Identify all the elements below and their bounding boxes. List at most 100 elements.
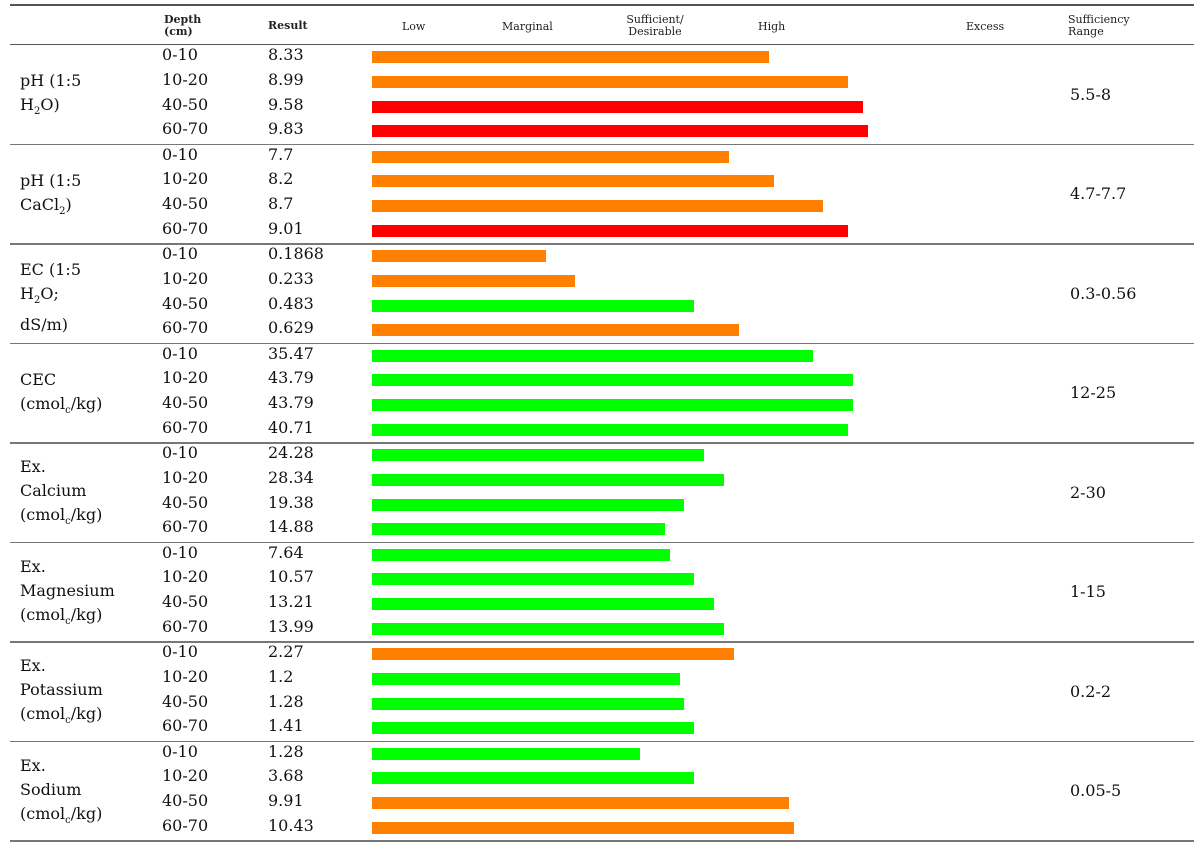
result-value: 8.2 [268,169,294,189]
result-bar [372,324,739,337]
result-value: 1.41 [268,716,304,736]
data-row: 0-10 0.1868 [0,244,1200,269]
header-high: High [758,20,786,33]
result-bar [372,622,724,635]
result-value: 0.629 [268,318,314,338]
result-bar [372,175,774,188]
depth-value: 10-20 [162,766,209,786]
parameter-line: (cmolc/kg) [20,702,160,733]
result-bar [372,250,546,262]
depth-value: 60-70 [162,218,209,238]
data-row: 60-70 13.99 [0,617,1200,642]
depth-value: 10-20 [162,368,209,388]
parameter-label: Ex. Calcium (cmolc/kg) [20,455,160,534]
parameter-subscript: c [65,814,71,826]
depth-value: 60-70 [162,119,209,139]
result-value: 0.233 [268,268,314,288]
group-rule [10,243,1194,245]
data-row: 60-70 9.83 [0,119,1200,144]
parameter-text: H [20,95,34,114]
parameter-text: (cmol [20,604,66,624]
result-bar [372,697,684,710]
sufficiency-range: 0.2-2 [1070,681,1112,701]
data-row: 0-10 7.7 [0,145,1200,170]
parameter-line: H2O; [20,282,160,313]
group-rule [10,442,1194,444]
result-value: 0.1868 [268,244,324,263]
result-bar [372,299,694,312]
data-row: 60-70 0.629 [0,318,1200,343]
result-value: 9.01 [268,218,304,238]
parameter-label: pH (1:5 H2O) [20,69,160,124]
parameter-label: CEC (cmolc/kg) [20,368,160,423]
result-bar [372,523,665,536]
data-row: 10-20 1.2 [0,667,1200,692]
depth-value: 40-50 [162,393,209,413]
result-bar [372,722,694,735]
parameter-group: CEC (cmolc/kg) 12-25 0-10 35.47 10-20 43.79 40-… [0,344,1200,444]
depth-value: 0-10 [162,45,198,64]
data-row: 10-20 3.68 [0,766,1200,791]
parameter-line: H2O) [20,93,160,124]
parameter-group: Ex. Potassium (cmolc/kg) 0.2-2 0-10 2.27 10-20… [0,642,1200,742]
header-result: Result [268,19,308,32]
data-row: 60-70 40.71 [0,418,1200,443]
depth-value: 40-50 [162,94,209,114]
parameter-line: CEC [20,369,57,389]
result-value: 13.99 [268,616,314,636]
depth-value: 10-20 [162,467,209,487]
sufficiency-range: 4.7-7.7 [1070,184,1127,204]
data-row: 40-50 9.58 [0,95,1200,120]
top-rule [10,4,1194,6]
parameter-text: O) [40,95,60,114]
parameter-text: (cmol [20,803,66,823]
sufficiency-range: 12-25 [1070,383,1117,403]
result-bar [372,498,684,511]
result-bar [372,797,789,810]
result-bar [372,473,724,486]
parameter-group: Ex. Magnesium (cmolc/kg) 1-15 0-10 7.64 10-20 1… [0,543,1200,643]
parameter-text: /kg) [70,704,103,723]
result-value: 3.68 [268,766,304,786]
parameter-group: pH (1:5 H2O) 5.5-8 0-10 8.33 10-20 8.99 40-50 9.… [0,45,1200,145]
parameter-text: H [20,284,34,303]
parameter-line: (cmolc/kg) [20,503,160,534]
result-bar [372,100,863,113]
data-row: 40-50 8.7 [0,194,1200,219]
data-row: 60-70 14.88 [0,517,1200,542]
result-value: 9.83 [268,119,304,139]
parameter-subscript: c [65,715,71,727]
result-bar [372,200,823,213]
result-value: 1.28 [268,741,304,761]
parameter-line: Ex. [20,755,46,775]
header-sufficient: Sufficient/ Desirable [626,13,684,38]
parameter-text: /kg) [70,803,103,823]
parameter-line: pH (1:5 [20,71,82,90]
result-value: 43.79 [268,393,314,413]
parameter-group: Ex. Calcium (cmolc/kg) 2-30 0-10 24.28 10-20 28… [0,443,1200,543]
depth-value: 0-10 [162,542,198,562]
parameter-text: (cmol [20,393,66,413]
result-bar [372,548,670,561]
data-row: 60-70 10.43 [0,816,1200,841]
data-row: 10-20 0.233 [0,269,1200,294]
depth-value: 40-50 [162,194,209,214]
header-marginal: Marginal [502,20,553,33]
result-bar [372,399,853,412]
depth-value: 60-70 [162,815,209,835]
data-row: 0-10 1.28 [0,742,1200,767]
parameter-label: Ex. Sodium (cmolc/kg) [20,754,160,833]
parameter-line: CaCl2) [20,193,160,224]
data-row: 0-10 8.33 [0,45,1200,70]
result-bar [372,51,769,63]
group-rule [10,840,1194,842]
result-value: 9.58 [268,94,304,114]
data-row: 40-50 19.38 [0,493,1200,518]
result-value: 8.33 [268,45,304,64]
header-low: Low [402,20,426,33]
depth-value: 40-50 [162,492,209,512]
result-bar [372,274,575,287]
data-row: 0-10 24.28 [0,443,1200,468]
parameter-group: pH (1:5 CaCl2) 4.7-7.7 0-10 7.7 10-20 8.2 40-50… [0,145,1200,245]
